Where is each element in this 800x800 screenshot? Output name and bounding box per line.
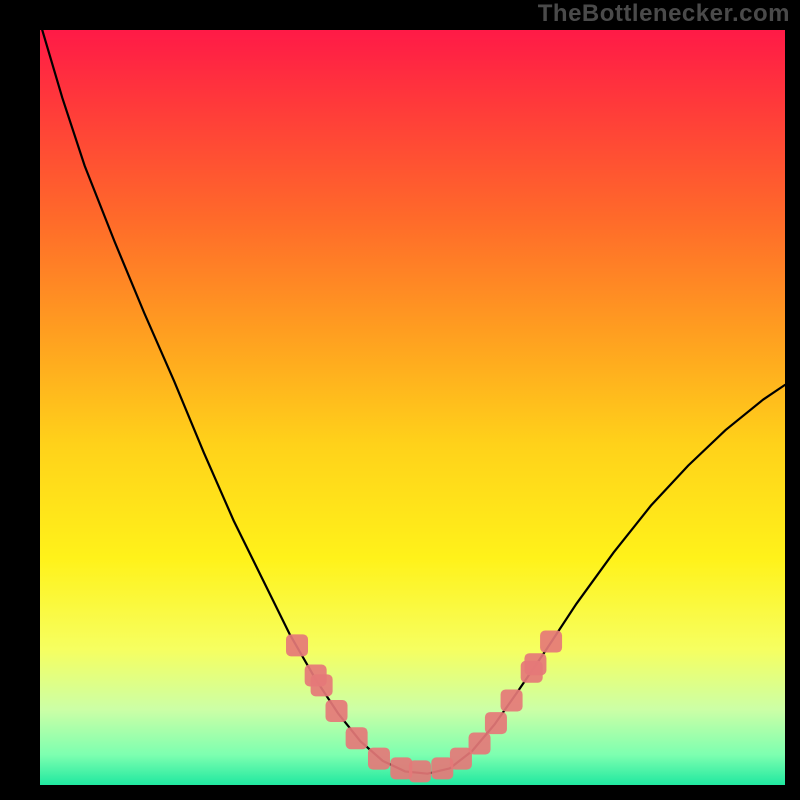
watermark-text: TheBottlenecker.com (538, 0, 790, 28)
gradient-background (40, 30, 785, 785)
chart-frame: TheBottlenecker.com (0, 0, 800, 800)
plot-area (40, 30, 785, 785)
